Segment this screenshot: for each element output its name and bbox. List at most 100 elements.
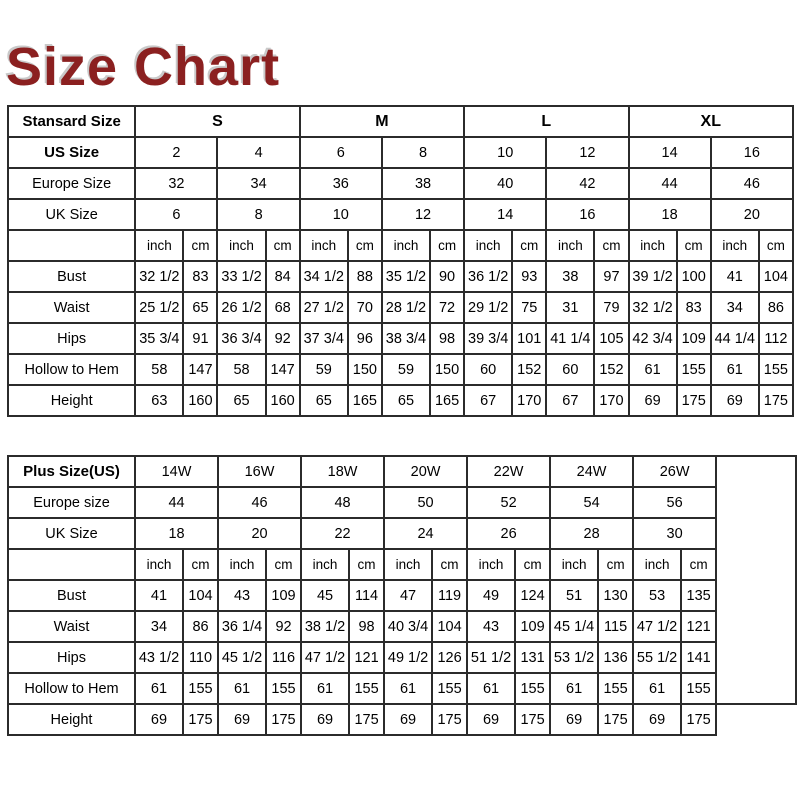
size-value: 44	[133, 486, 220, 519]
plus-size-22w: 22W	[466, 455, 552, 488]
measure-cm: 92	[264, 322, 301, 355]
measure-inch: 40 3/4	[383, 610, 434, 643]
measure-inch: 47	[383, 579, 434, 612]
unit-inch: inch	[134, 229, 185, 262]
measure-inch: 61	[627, 353, 678, 386]
unit-inch: inch	[217, 548, 268, 581]
measure-inch: 45	[300, 579, 351, 612]
measure-inch: 37 3/4	[298, 322, 349, 355]
measure-cm: 152	[511, 353, 548, 386]
measure-cm: 86	[757, 291, 795, 324]
measure-inch: 61	[709, 353, 760, 386]
size-value: 26	[466, 517, 552, 550]
measure-inch: 38 3/4	[380, 322, 432, 355]
table-row-header: Plus Size(US) 14W 16W 18W 20W 22W 24W 26W	[7, 455, 798, 705]
measure-cm: 160	[264, 384, 301, 417]
row-label-uk-size: UK Size	[7, 517, 136, 550]
measure-inch: 38 1/2	[300, 610, 351, 643]
measure-cm: 84	[264, 260, 301, 293]
measure-inch: 69	[217, 703, 268, 736]
measure-inch: 25 1/2	[134, 291, 185, 324]
measure-inch: 26 1/2	[216, 291, 267, 324]
measure-inch: 55 1/2	[632, 641, 683, 674]
measure-cm: 135	[680, 579, 718, 612]
unit-cm: cm	[514, 548, 552, 581]
table-row-units: inch cm inch cm inch cm inch cm inch cm inch cm inch…	[6, 229, 795, 262]
measure-cm: 98	[348, 610, 386, 643]
measure-inch: 51 1/2	[466, 641, 517, 674]
measure-inch: 36 1/4	[217, 610, 268, 643]
table-row-units: inch cm inch cm inch cm inch cm inch cm inch cm inch…	[7, 548, 796, 581]
unit-cm: cm	[680, 548, 718, 581]
size-group-xl: XL	[627, 105, 795, 138]
row-label-hips: Hips	[6, 322, 137, 355]
table-row: Bust 41 104 43 109 45 114 47 119 49 124 51 130 53 135	[7, 579, 796, 612]
measure-cm: 147	[182, 353, 219, 386]
size-value: 12	[545, 136, 630, 169]
measure-cm: 155	[680, 672, 718, 705]
measure-cm: 155	[757, 353, 795, 386]
row-label-uk-size: UK Size	[6, 198, 137, 231]
unit-inch: inch	[216, 229, 267, 262]
measure-cm: 175	[514, 703, 552, 736]
table-row: Hips 43 1/2 110 45 1/2 116 47 1/2 121 49 1/2 126…	[7, 641, 796, 674]
unit-cm: cm	[264, 229, 301, 262]
row-label-height: Height	[6, 384, 137, 417]
table-row-header: Stansard Size S M L XL	[6, 105, 795, 138]
measure-cm: 104	[431, 610, 469, 643]
measure-inch: 41	[709, 260, 760, 293]
size-value: 36	[298, 167, 383, 200]
measure-inch: 67	[463, 384, 514, 417]
measure-inch: 61	[383, 672, 434, 705]
plus-size-header-label: Plus Size(US)	[7, 455, 136, 488]
measure-cm: 175	[675, 384, 712, 417]
measure-cm: 170	[593, 384, 630, 417]
measure-inch: 49	[466, 579, 517, 612]
standard-size-table: Stansard Size S M L XL US Size 2 4 6 8 10 12 14 16 Eur…	[6, 105, 795, 417]
size-value: 12	[380, 198, 466, 231]
table-row: Waist 25 1/2 65 26 1/2 68 27 1/2 70 28 1/2 72 29 …	[6, 291, 795, 324]
table-row: Hollow to Hem 58 147 58 147 59 150 59 150 60 152 60…	[6, 353, 795, 386]
measure-inch: 28 1/2	[380, 291, 432, 324]
plus-size-18w: 18W	[300, 455, 386, 488]
unit-cm: cm	[429, 229, 466, 262]
unit-inch: inch	[300, 548, 351, 581]
size-value: 10	[463, 136, 548, 169]
measure-cm: 65	[182, 291, 219, 324]
table-row: Europe Size 32 34 36 38 40 42 44 46	[6, 167, 795, 200]
size-value: 6	[298, 136, 383, 169]
measure-inch: 36 1/2	[463, 260, 514, 293]
size-value: 6	[134, 198, 219, 231]
measure-inch: 51	[549, 579, 600, 612]
measure-cm: 175	[265, 703, 303, 736]
size-value: 48	[300, 486, 386, 519]
row-label-us-size: US Size	[6, 136, 137, 169]
measure-cm: 121	[680, 610, 718, 643]
measure-cm: 109	[514, 610, 552, 643]
measure-inch: 45 1/2	[217, 641, 268, 674]
measure-cm: 116	[265, 641, 303, 674]
table-row: US Size 2 4 6 8 10 12 14 16	[6, 136, 795, 169]
measure-cm: 155	[181, 672, 220, 705]
table-row: Hips 35 3/4 91 36 3/4 92 37 3/4 96 38 3/4 98 39 3…	[6, 322, 795, 355]
measure-inch: 61	[217, 672, 268, 705]
measure-cm: 124	[514, 579, 552, 612]
measure-inch: 69	[466, 703, 517, 736]
measure-cm: 100	[675, 260, 712, 293]
measure-cm: 88	[346, 260, 383, 293]
measure-inch: 61	[300, 672, 351, 705]
measure-cm: 131	[514, 641, 552, 674]
measure-cm: 160	[182, 384, 219, 417]
measure-cm: 155	[597, 672, 635, 705]
size-value: 56	[632, 486, 718, 519]
measure-cm: 121	[348, 641, 386, 674]
plus-size-table: Plus Size(US) 14W 16W 18W 20W 22W 24W 26W Europe…	[7, 455, 798, 736]
measure-inch: 63	[134, 384, 185, 417]
measure-cm: 165	[346, 384, 383, 417]
measure-cm: 101	[511, 322, 548, 355]
table-row: UK Size 18 20 22 24 26 28 30	[7, 517, 796, 550]
size-value: 14	[463, 198, 548, 231]
row-label-bust: Bust	[6, 260, 137, 293]
measure-cm: 83	[182, 260, 219, 293]
measure-cm: 114	[348, 579, 386, 612]
